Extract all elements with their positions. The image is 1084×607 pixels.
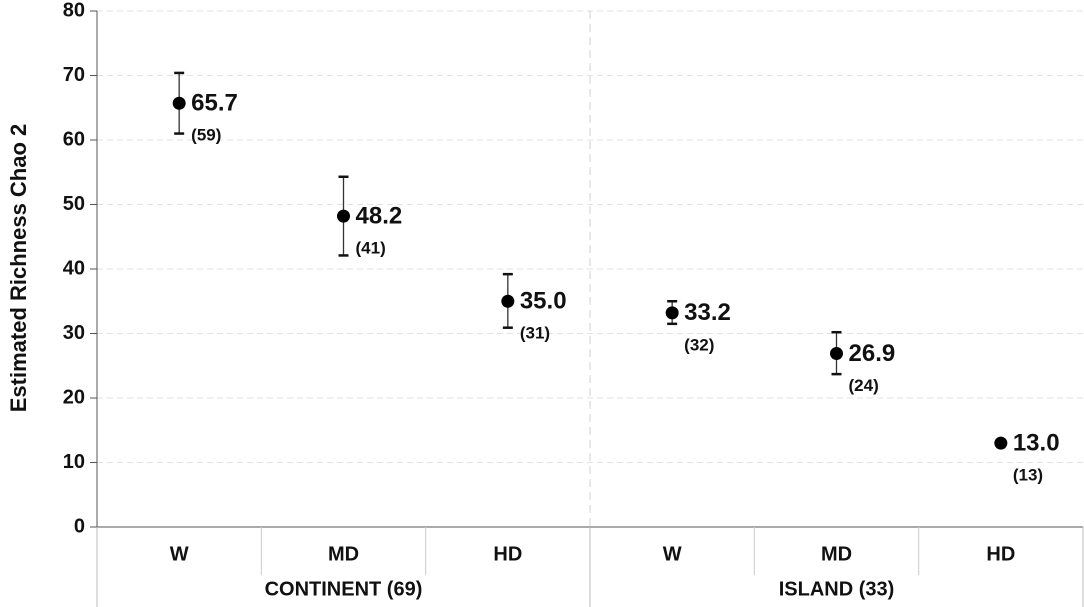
y-tick-label: 70 bbox=[63, 64, 85, 86]
data-point bbox=[172, 96, 186, 110]
count-label: (59) bbox=[191, 126, 221, 145]
y-tick-label: 30 bbox=[63, 322, 85, 344]
data-point bbox=[830, 346, 843, 360]
x-tick-label: MD bbox=[328, 543, 359, 565]
count-label: (31) bbox=[520, 324, 550, 343]
x-tick-label: W bbox=[663, 543, 682, 565]
count-label: (41) bbox=[356, 239, 386, 258]
y-tick-label: 80 bbox=[63, 0, 85, 21]
data-point bbox=[337, 209, 350, 223]
x-tick-label: HD bbox=[493, 543, 522, 565]
value-label: 13.0 bbox=[1013, 429, 1060, 456]
count-label: (13) bbox=[1013, 466, 1043, 485]
value-label: 35.0 bbox=[520, 288, 567, 315]
count-label: (32) bbox=[684, 335, 714, 354]
y-tick-label: 40 bbox=[63, 257, 85, 279]
y-tick-label: 0 bbox=[74, 515, 85, 537]
y-tick-label: 10 bbox=[63, 451, 85, 473]
y-tick-label: 20 bbox=[63, 386, 85, 408]
value-label: 65.7 bbox=[191, 90, 238, 117]
x-tick-label: W bbox=[170, 543, 189, 565]
data-point bbox=[994, 436, 1008, 450]
value-label: 48.2 bbox=[356, 202, 403, 229]
y-axis-label: Estimated Richness Chao 2 bbox=[6, 124, 31, 413]
data-point bbox=[665, 306, 679, 320]
count-label: (24) bbox=[849, 376, 879, 395]
y-tick-label: 60 bbox=[63, 128, 85, 150]
data-point bbox=[501, 294, 515, 308]
value-label: 26.9 bbox=[849, 340, 896, 367]
group-label: CONTINENT (69) bbox=[265, 578, 423, 600]
y-tick-label: 50 bbox=[63, 193, 85, 215]
x-tick-label: HD bbox=[986, 543, 1015, 565]
group-label: ISLAND (33) bbox=[779, 578, 895, 600]
value-label: 33.2 bbox=[684, 299, 731, 326]
x-tick-label: MD bbox=[821, 543, 852, 565]
